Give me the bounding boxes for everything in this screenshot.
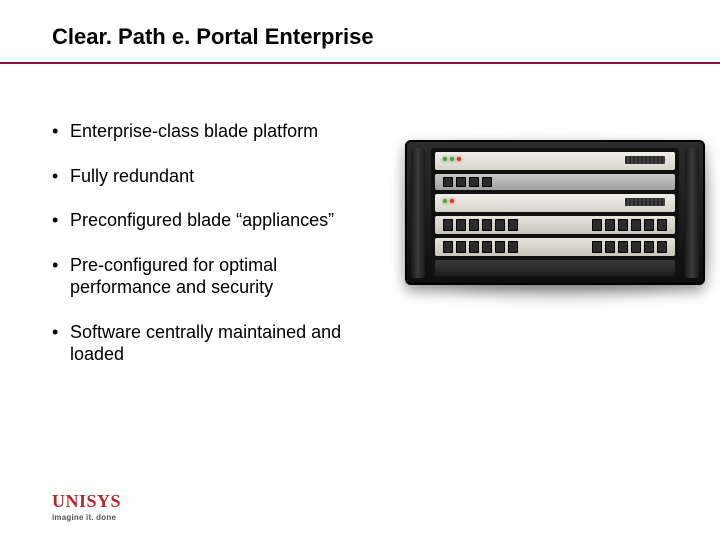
bullet-list: Enterprise-class blade platform Fully re… [52,120,377,366]
port-group [592,219,667,231]
port-icon [592,219,602,231]
port-icon [456,241,466,253]
bullet-item: Preconfigured blade “appliances” [52,209,377,232]
port-group [443,177,492,187]
port-icon [469,241,479,253]
blade-module [435,152,675,170]
port-group [443,241,518,253]
bullet-item: Software centrally maintained and loaded [52,321,377,366]
title-block: Clear. Path e. Portal Enterprise [0,0,720,50]
led-icon [450,199,454,203]
port-icon [618,219,628,231]
port-icon [456,177,466,187]
port-icon [631,219,641,231]
port-icon [631,241,641,253]
led-icon [443,157,447,161]
blade-module [435,194,675,212]
brand-tagline: imagine it. done [52,513,121,522]
port-icon [495,241,505,253]
port-icon [618,241,628,253]
vent-icon [625,198,665,206]
port-icon [469,177,479,187]
title-underline [0,62,720,64]
port-icon [482,177,492,187]
port-icon [508,241,518,253]
bullet-item: Pre-configured for optimal performance a… [52,254,377,299]
led-icon [457,157,461,161]
led-icon [450,157,454,161]
port-icon [657,219,667,231]
page-title: Clear. Path e. Portal Enterprise [52,24,720,50]
bullet-item: Enterprise-class blade platform [52,120,377,143]
led-icon [443,199,447,203]
vent-icon [625,156,665,164]
rack-handle-left [411,148,425,278]
product-image [395,130,720,300]
bullet-list-container: Enterprise-class blade platform Fully re… [52,120,377,388]
blade-module [435,216,675,234]
port-icon [443,219,453,231]
port-icon [644,219,654,231]
port-icon [605,241,615,253]
port-icon [508,219,518,231]
server-chassis [405,140,705,285]
port-icon [456,219,466,231]
port-icon [592,241,602,253]
port-icon [469,219,479,231]
port-icon [482,219,492,231]
chassis-face [431,148,679,277]
port-icon [657,241,667,253]
blade-module [435,260,675,276]
port-icon [495,219,505,231]
led-strip [443,157,461,161]
brand-logo: UNISYS [52,491,121,512]
port-group [443,219,518,231]
rack-handle-right [685,148,699,278]
port-icon [644,241,654,253]
port-icon [443,177,453,187]
port-icon [443,241,453,253]
port-group [592,241,667,253]
slide: Clear. Path e. Portal Enterprise Enterpr… [0,0,720,540]
port-icon [482,241,492,253]
bullet-item: Fully redundant [52,165,377,188]
port-icon [605,219,615,231]
footer: UNISYS imagine it. done [52,491,121,522]
blade-module [435,238,675,256]
blade-module [435,174,675,190]
led-strip [443,199,454,203]
